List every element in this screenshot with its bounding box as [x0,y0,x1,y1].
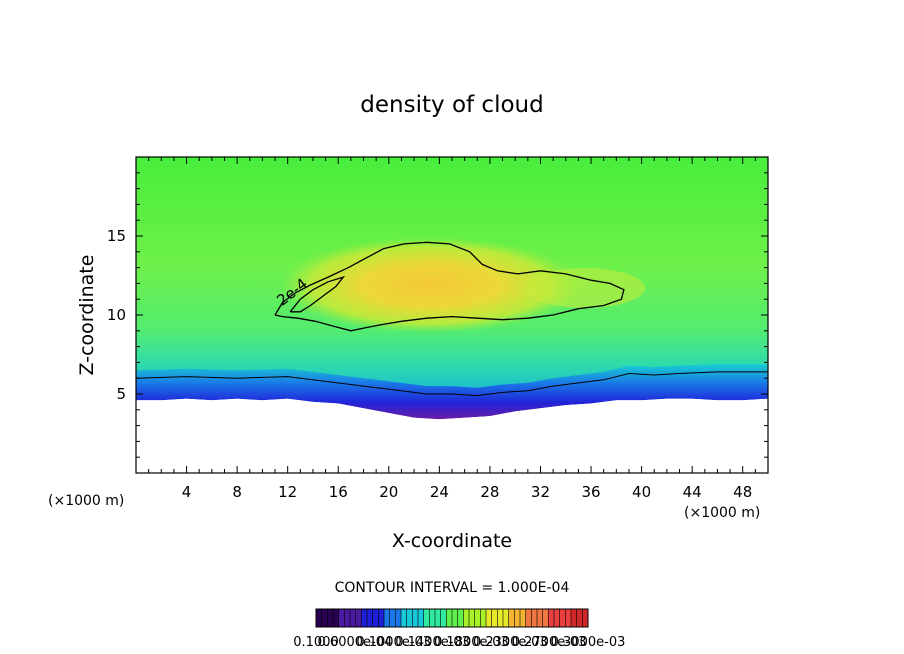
colorbar-swatch [327,609,334,627]
colorbar-swatch [554,609,561,627]
colorbar-swatch [531,609,538,627]
y-axis-unit: (×1000 m) [48,493,124,509]
colorbar-swatch [491,609,498,627]
colorbar-swatch [406,609,413,627]
colorbar-label: 0.3000e-03 [551,635,626,650]
x-tick-label: 16 [329,483,348,501]
colorbar-swatch [576,609,583,627]
colorbar-swatch [452,609,459,627]
colorbar-swatch [559,609,566,627]
x-tick-label: 36 [581,483,600,501]
colorbar-frame [315,608,589,628]
colorbar-swatch [565,609,572,627]
colorbar-swatch [401,609,408,627]
y-axis-label: Z-coordinate [76,255,98,376]
colorbar-label: 0.1000e-03 [356,635,431,650]
x-tick-label: 48 [733,483,752,501]
colorbar-labels: 0.10000.6000e-040.1000e-030.1400e-030.18… [293,635,625,650]
y-tick-label: 15 [107,227,126,245]
x-tick-label: 8 [232,483,242,501]
colorbar-swatch [497,609,504,627]
colorbar-label: 0.1800e-03 [434,635,509,650]
colorbar-swatch [412,609,419,627]
colorbar-swatch [395,609,402,627]
low-contour-line [136,371,768,397]
colorbar-swatch [469,609,476,627]
y-tick-label: 10 [107,306,126,324]
contour-lines [136,241,768,397]
colorbar-swatch [367,609,374,627]
x-tick-label: 28 [480,483,499,501]
colorbar-swatch [344,609,351,627]
y-tick-label: 5 [116,385,126,403]
colorbar-swatch [582,609,589,627]
chart-title: density of cloud [360,92,543,118]
colorbar-swatch [321,609,328,627]
x-tick-label: 12 [278,483,297,501]
colorbar-swatch [486,609,493,627]
colorbar-swatch [333,609,340,627]
colorbar-label: 0.6000e-04 [318,635,393,650]
colorbar-swatch [525,609,532,627]
colorbar-swatch [435,609,442,627]
colorbar-swatch [418,609,425,627]
colorbar-swatch [508,609,515,627]
colorbar-label: 0.1400e-03 [395,635,470,650]
colorbar-swatch [446,609,453,627]
colorbar-swatch [537,609,544,627]
cloud-contour-line [274,241,625,332]
x-tick-label: 4 [182,483,192,501]
cloud-core [280,237,580,333]
colorbar-swatch [571,609,578,627]
colorbar-swatch [514,609,521,627]
colorbar-swatch [423,609,430,627]
colorbar-label: 0.1000 [293,635,339,650]
x-tick-label: 20 [379,483,398,501]
colorbar-swatch [372,609,379,627]
inner-contour-line [289,275,346,313]
colorbar-swatch [338,609,345,627]
colorbar-swatch [378,609,385,627]
colorbar-swatch [474,609,481,627]
colorbar-swatch [384,609,391,627]
colorbar-swatch [429,609,436,627]
x-tick-label: 44 [683,483,702,501]
colorbar-swatch [355,609,362,627]
colorbar-swatch [316,609,323,627]
cloud-tail [525,268,645,308]
colorbar-swatch [548,609,555,627]
colorbar-swatch [361,609,368,627]
x-tick-label: 40 [632,483,651,501]
colorbar-swatch [503,609,510,627]
colorbar-swatch [457,609,464,627]
no-data-region [136,398,768,473]
colorbar-label: 0.2300e-03 [473,635,548,650]
colorbar-swatch [389,609,396,627]
colorbar-swatch [440,609,447,627]
colorbar-swatch [520,609,527,627]
colorbar-swatch [542,609,549,627]
colorbar [315,608,589,628]
contour-interval: CONTOUR INTERVAL = 1.000E-04 [335,580,570,596]
x-axis-unit: (×1000 m) [684,505,760,521]
x-tick-label: 32 [531,483,550,501]
x-tick-label: 24 [430,483,449,501]
colorbar-swatch [463,609,470,627]
colorbar-label: 0.2700e-03 [512,635,587,650]
x-axis-label: X-coordinate [392,530,512,552]
colorbar-swatch [480,609,487,627]
colorbar-swatch [350,609,357,627]
plot-area [136,157,768,473]
